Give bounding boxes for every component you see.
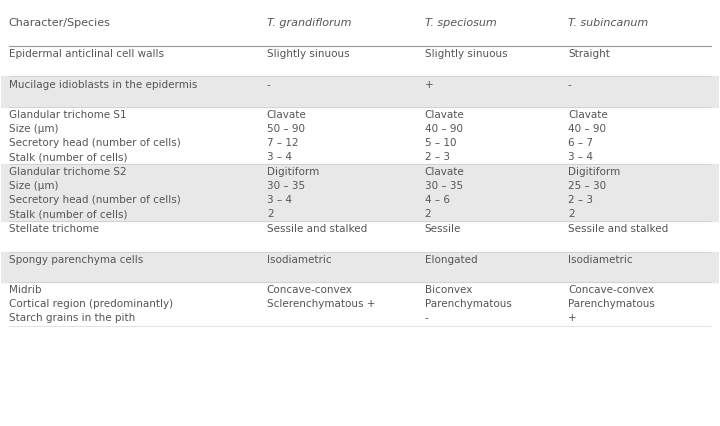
Text: Stellate trichome: Stellate trichome <box>9 225 99 234</box>
Text: Sessile and stalked: Sessile and stalked <box>267 225 367 234</box>
Text: Epidermal anticlinal cell walls: Epidermal anticlinal cell walls <box>9 49 163 59</box>
Text: Glandular trichome S1
Size (μm)
Secretory head (number of cells)
Stalk (number o: Glandular trichome S1 Size (μm) Secretor… <box>9 110 180 162</box>
Text: +: + <box>425 80 433 90</box>
Bar <box>1 76 719 107</box>
Text: T. grandiflorum: T. grandiflorum <box>267 18 351 28</box>
Text: -: - <box>568 80 572 90</box>
Text: Clavate
30 – 35
4 – 6
2: Clavate 30 – 35 4 – 6 2 <box>425 167 464 219</box>
Text: Isodiametric: Isodiametric <box>568 255 633 265</box>
Text: Concave-convex
Sclerenchymatous +: Concave-convex Sclerenchymatous + <box>267 285 375 309</box>
Text: Isodiametric: Isodiametric <box>267 255 331 265</box>
Text: Sessile: Sessile <box>425 225 461 234</box>
Bar <box>1 164 719 221</box>
Text: T. subincanum: T. subincanum <box>568 18 648 28</box>
Text: T. speciosum: T. speciosum <box>425 18 496 28</box>
Text: Character/Species: Character/Species <box>9 18 110 28</box>
Text: Clavate
50 – 90
7 – 12
3 – 4: Clavate 50 – 90 7 – 12 3 – 4 <box>267 110 307 162</box>
Text: -: - <box>267 80 271 90</box>
Text: Slightly sinuous: Slightly sinuous <box>425 49 507 59</box>
Text: Mucilage idioblasts in the epidermis: Mucilage idioblasts in the epidermis <box>9 80 197 90</box>
Text: Spongy parenchyma cells: Spongy parenchyma cells <box>9 255 143 265</box>
Text: Digitiform
25 – 30
2 – 3
2: Digitiform 25 – 30 2 – 3 2 <box>568 167 620 219</box>
Text: Glandular trichome S2
Size (μm)
Secretory head (number of cells)
Stalk (number o: Glandular trichome S2 Size (μm) Secretor… <box>9 167 180 219</box>
Text: Clavate
40 – 90
5 – 10
2 – 3: Clavate 40 – 90 5 – 10 2 – 3 <box>425 110 464 162</box>
Text: Midrib
Cortical region (predominantly)
Starch grains in the pith: Midrib Cortical region (predominantly) S… <box>9 285 173 323</box>
Text: Clavate
40 – 90
6 – 7
3 – 4: Clavate 40 – 90 6 – 7 3 – 4 <box>568 110 608 162</box>
Text: Biconvex
Parenchymatous
-: Biconvex Parenchymatous - <box>425 285 511 323</box>
Text: Concave-convex
Parenchymatous
+: Concave-convex Parenchymatous + <box>568 285 655 323</box>
Text: Digitiform
30 – 35
3 – 4
2: Digitiform 30 – 35 3 – 4 2 <box>267 167 319 219</box>
Text: Slightly sinuous: Slightly sinuous <box>267 49 349 59</box>
Text: Straight: Straight <box>568 49 610 59</box>
Bar <box>1 251 719 282</box>
Text: Elongated: Elongated <box>425 255 477 265</box>
Text: Sessile and stalked: Sessile and stalked <box>568 225 668 234</box>
